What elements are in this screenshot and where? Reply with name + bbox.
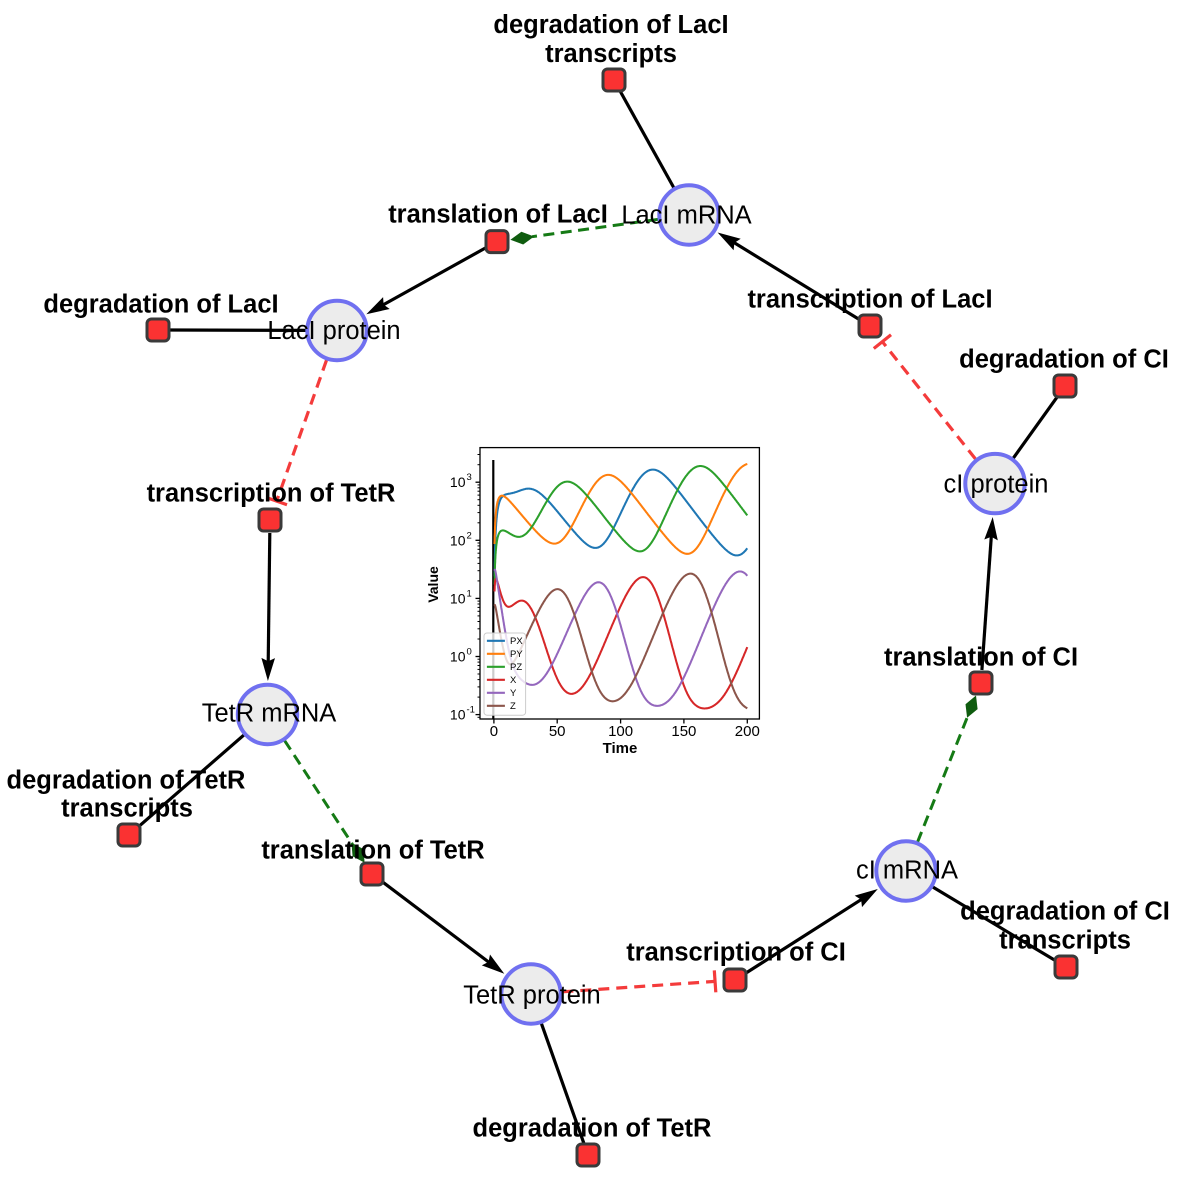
svg-text:cI mRNA: cI mRNA [856,856,958,884]
svg-text:degradation of CI: degradation of CI [959,345,1169,373]
svg-text:10: 10 [450,532,466,548]
svg-text:PZ: PZ [510,662,522,673]
svg-text:PY: PY [510,649,523,660]
svg-text:translation of LacI: translation of LacI [388,200,608,228]
svg-text:10: 10 [450,649,466,665]
svg-text:TetR mRNA: TetR mRNA [202,699,337,727]
svg-text:Y: Y [510,688,517,699]
svg-text:150: 150 [671,723,696,740]
svg-text:PX: PX [510,636,523,647]
svg-text:10: 10 [450,590,466,606]
svg-text:degradation of CI: degradation of CI [960,897,1170,925]
svg-text:translation of CI: translation of CI [884,643,1078,671]
svg-text:3: 3 [467,472,472,483]
svg-text:X: X [510,675,517,686]
svg-text:10: 10 [450,474,466,490]
svg-text:100: 100 [608,723,633,740]
svg-text:Value: Value [425,566,441,603]
svg-text:translation of TetR: translation of TetR [261,836,484,864]
svg-text:Time: Time [603,740,638,757]
svg-text:transcription of TetR: transcription of TetR [147,479,396,507]
svg-text:degradation of LacI: degradation of LacI [43,290,278,318]
svg-text:transcription of LacI: transcription of LacI [747,285,992,313]
svg-text:LacI protein: LacI protein [267,317,400,345]
svg-text:degradation of TetR: degradation of TetR [7,766,246,794]
svg-text:0: 0 [490,723,498,740]
svg-text:50: 50 [549,723,566,740]
svg-text:transcription of CI: transcription of CI [626,938,846,966]
svg-text:2: 2 [467,530,472,541]
svg-text:200: 200 [735,723,760,740]
svg-text:LacI mRNA: LacI mRNA [621,201,751,229]
svg-text:degradation of TetR: degradation of TetR [473,1114,712,1142]
svg-text:cI protein: cI protein [944,470,1049,498]
svg-text:1: 1 [467,588,472,599]
svg-text:0: 0 [467,647,472,658]
svg-text:transcripts: transcripts [545,40,677,68]
svg-text:10: 10 [450,707,466,723]
svg-text:transcripts: transcripts [61,794,193,822]
svg-text:Z: Z [510,701,516,712]
svg-text:-1: -1 [467,705,475,716]
svg-text:TetR protein: TetR protein [463,981,601,1009]
svg-text:transcripts: transcripts [999,926,1131,954]
svg-text:degradation of LacI: degradation of LacI [493,11,728,39]
